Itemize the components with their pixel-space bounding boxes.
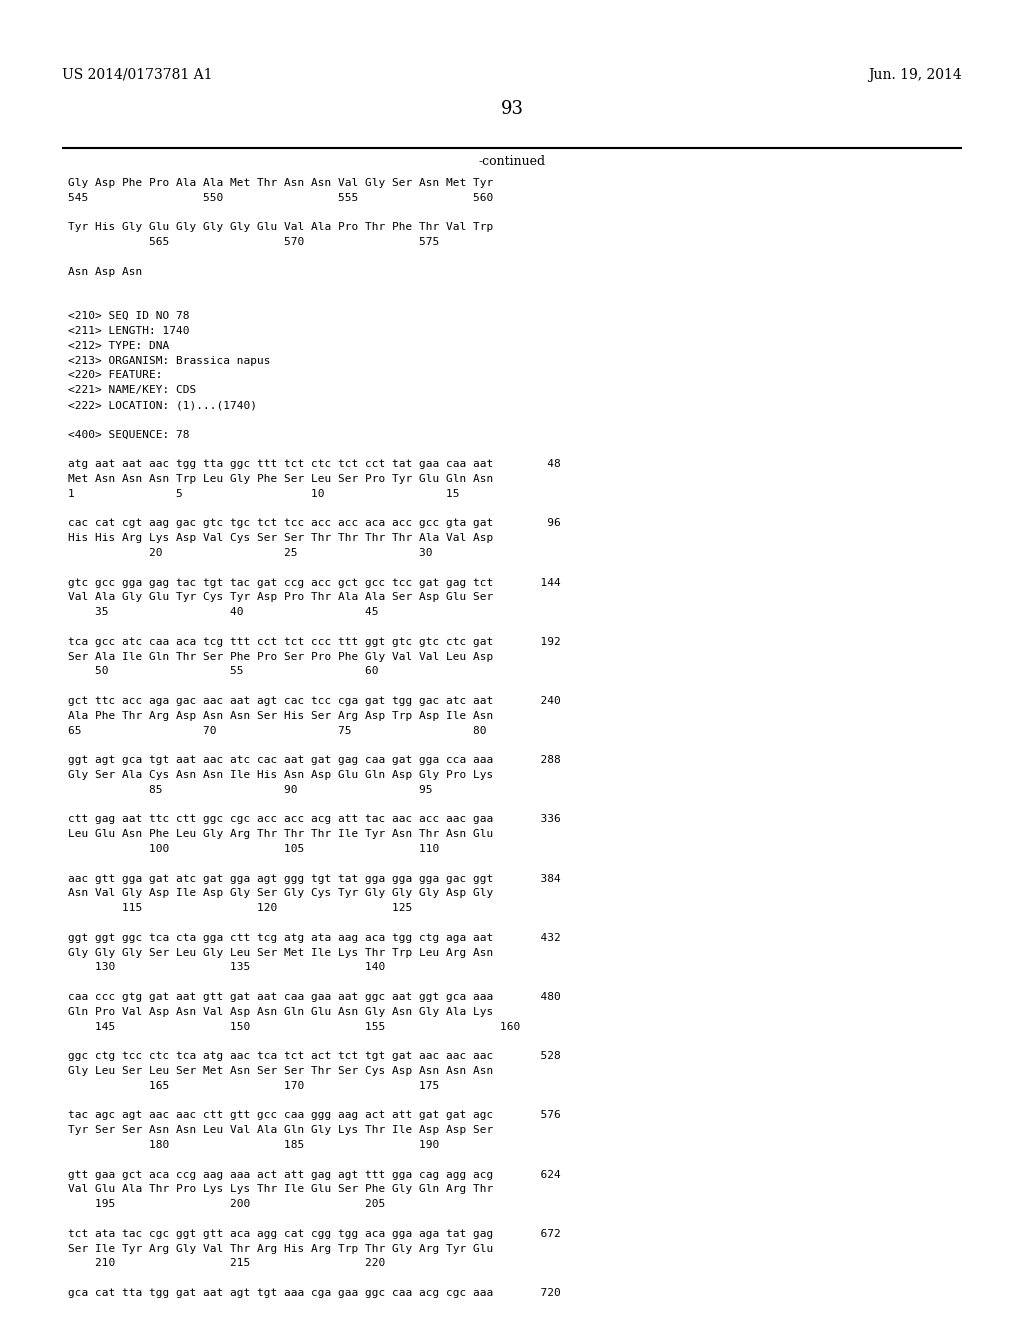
Text: -continued: -continued (478, 154, 546, 168)
Text: Leu Glu Asn Phe Leu Gly Arg Thr Thr Thr Ile Tyr Asn Thr Asn Glu: Leu Glu Asn Phe Leu Gly Arg Thr Thr Thr … (68, 829, 494, 840)
Text: 195                 200                 205: 195 200 205 (68, 1199, 385, 1209)
Text: 130                 135                 140: 130 135 140 (68, 962, 385, 973)
Text: Val Ala Gly Glu Tyr Cys Tyr Asp Pro Thr Ala Ala Ser Asp Glu Ser: Val Ala Gly Glu Tyr Cys Tyr Asp Pro Thr … (68, 593, 494, 602)
Text: tct ata tac cgc ggt gtt aca agg cat cgg tgg aca gga aga tat gag       672: tct ata tac cgc ggt gtt aca agg cat cgg … (68, 1229, 561, 1238)
Text: cac cat cgt aag gac gtc tgc tct tcc acc acc aca acc gcc gta gat        96: cac cat cgt aag gac gtc tgc tct tcc acc … (68, 519, 561, 528)
Text: 545                 550                 555                 560: 545 550 555 560 (68, 193, 494, 203)
Text: 20                  25                  30: 20 25 30 (68, 548, 432, 558)
Text: Ser Ile Tyr Arg Gly Val Thr Arg His Arg Trp Thr Gly Arg Tyr Glu: Ser Ile Tyr Arg Gly Val Thr Arg His Arg … (68, 1243, 494, 1254)
Text: gca cat tta tgg gat aat agt tgt aaa cga gaa ggc caa acg cgc aaa       720: gca cat tta tgg gat aat agt tgt aaa cga … (68, 1288, 561, 1298)
Text: ggt ggt ggc tca cta gga ctt tcg atg ata aag aca tgg ctg aga aat       432: ggt ggt ggc tca cta gga ctt tcg atg ata … (68, 933, 561, 942)
Text: Ser Ala Ile Gln Thr Ser Phe Pro Ser Pro Phe Gly Val Val Leu Asp: Ser Ala Ile Gln Thr Ser Phe Pro Ser Pro … (68, 652, 494, 661)
Text: gtt gaa gct aca ccg aag aaa act att gag agt ttt gga cag agg acg       624: gtt gaa gct aca ccg aag aaa act att gag … (68, 1170, 561, 1180)
Text: gtc gcc gga gag tac tgt tac gat ccg acc gct gcc tcc gat gag tct       144: gtc gcc gga gag tac tgt tac gat ccg acc … (68, 578, 561, 587)
Text: <222> LOCATION: (1)...(1740): <222> LOCATION: (1)...(1740) (68, 400, 257, 411)
Text: <213> ORGANISM: Brassica napus: <213> ORGANISM: Brassica napus (68, 355, 270, 366)
Text: Val Glu Ala Thr Pro Lys Lys Thr Ile Glu Ser Phe Gly Gln Arg Thr: Val Glu Ala Thr Pro Lys Lys Thr Ile Glu … (68, 1184, 494, 1195)
Text: Met Asn Asn Asn Trp Leu Gly Phe Ser Leu Ser Pro Tyr Glu Gln Asn: Met Asn Asn Asn Trp Leu Gly Phe Ser Leu … (68, 474, 494, 484)
Text: <212> TYPE: DNA: <212> TYPE: DNA (68, 341, 169, 351)
Text: Gly Ser Ala Cys Asn Asn Ile His Asn Asp Glu Gln Asp Gly Pro Lys: Gly Ser Ala Cys Asn Asn Ile His Asn Asp … (68, 770, 494, 780)
Text: Gly Gly Gly Ser Leu Gly Leu Ser Met Ile Lys Thr Trp Leu Arg Asn: Gly Gly Gly Ser Leu Gly Leu Ser Met Ile … (68, 948, 494, 957)
Text: 165                 170                 175: 165 170 175 (68, 1081, 439, 1090)
Text: Jun. 19, 2014: Jun. 19, 2014 (868, 69, 962, 82)
Text: Tyr Ser Ser Asn Asn Leu Val Ala Gln Gly Lys Thr Ile Asp Asp Ser: Tyr Ser Ser Asn Asn Leu Val Ala Gln Gly … (68, 1125, 494, 1135)
Text: 180                 185                 190: 180 185 190 (68, 1140, 439, 1150)
Text: tac agc agt aac aac ctt gtt gcc caa ggg aag act att gat gat agc       576: tac agc agt aac aac ctt gtt gcc caa ggg … (68, 1110, 561, 1121)
Text: tca gcc atc caa aca tcg ttt cct tct ccc ttt ggt gtc gtc ctc gat       192: tca gcc atc caa aca tcg ttt cct tct ccc … (68, 636, 561, 647)
Text: ctt gag aat ttc ctt ggc cgc acc acc acg att tac aac acc aac gaa       336: ctt gag aat ttc ctt ggc cgc acc acc acg … (68, 814, 561, 825)
Text: 565                 570                 575: 565 570 575 (68, 238, 439, 247)
Text: His His Arg Lys Asp Val Cys Ser Ser Thr Thr Thr Thr Ala Val Asp: His His Arg Lys Asp Val Cys Ser Ser Thr … (68, 533, 494, 544)
Text: 85                  90                  95: 85 90 95 (68, 785, 432, 795)
Text: 100                 105                 110: 100 105 110 (68, 843, 439, 854)
Text: Gly Leu Ser Leu Ser Met Asn Ser Ser Thr Ser Cys Asp Asn Asn Asn: Gly Leu Ser Leu Ser Met Asn Ser Ser Thr … (68, 1067, 494, 1076)
Text: Ala Phe Thr Arg Asp Asn Asn Ser His Ser Arg Asp Trp Asp Ile Asn: Ala Phe Thr Arg Asp Asn Asn Ser His Ser … (68, 710, 494, 721)
Text: <221> NAME/KEY: CDS: <221> NAME/KEY: CDS (68, 385, 197, 395)
Text: 93: 93 (501, 100, 523, 117)
Text: <210> SEQ ID NO 78: <210> SEQ ID NO 78 (68, 312, 189, 321)
Text: gct ttc acc aga gac aac aat agt cac tcc cga gat tgg gac atc aat       240: gct ttc acc aga gac aac aat agt cac tcc … (68, 696, 561, 706)
Text: Asn Val Gly Asp Ile Asp Gly Ser Gly Cys Tyr Gly Gly Gly Asp Gly: Asn Val Gly Asp Ile Asp Gly Ser Gly Cys … (68, 888, 494, 899)
Text: 1               5                   10                  15: 1 5 10 15 (68, 488, 460, 499)
Text: 50                  55                  60: 50 55 60 (68, 667, 379, 676)
Text: ggc ctg tcc ctc tca atg aac tca tct act tct tgt gat aac aac aac       528: ggc ctg tcc ctc tca atg aac tca tct act … (68, 1051, 561, 1061)
Text: <211> LENGTH: 1740: <211> LENGTH: 1740 (68, 326, 189, 337)
Text: US 2014/0173781 A1: US 2014/0173781 A1 (62, 69, 213, 82)
Text: Tyr His Gly Glu Gly Gly Gly Glu Val Ala Pro Thr Phe Thr Val Trp: Tyr His Gly Glu Gly Gly Gly Glu Val Ala … (68, 222, 494, 232)
Text: caa ccc gtg gat aat gtt gat aat caa gaa aat ggc aat ggt gca aaa       480: caa ccc gtg gat aat gtt gat aat caa gaa … (68, 993, 561, 1002)
Text: aac gtt gga gat atc gat gga agt ggg tgt tat gga gga gga gac ggt       384: aac gtt gga gat atc gat gga agt ggg tgt … (68, 874, 561, 883)
Text: ggt agt gca tgt aat aac atc cac aat gat gag caa gat gga cca aaa       288: ggt agt gca tgt aat aac atc cac aat gat … (68, 755, 561, 766)
Text: Asn Asp Asn: Asn Asp Asn (68, 267, 142, 277)
Text: Gly Asp Phe Pro Ala Ala Met Thr Asn Asn Val Gly Ser Asn Met Tyr: Gly Asp Phe Pro Ala Ala Met Thr Asn Asn … (68, 178, 494, 187)
Text: atg aat aat aac tgg tta ggc ttt tct ctc tct cct tat gaa caa aat        48: atg aat aat aac tgg tta ggc ttt tct ctc … (68, 459, 561, 469)
Text: <220> FEATURE:: <220> FEATURE: (68, 371, 163, 380)
Text: 65                  70                  75                  80: 65 70 75 80 (68, 726, 486, 735)
Text: 115                 120                 125: 115 120 125 (68, 903, 413, 913)
Text: 145                 150                 155                 160: 145 150 155 160 (68, 1022, 520, 1032)
Text: 210                 215                 220: 210 215 220 (68, 1258, 385, 1269)
Text: Gln Pro Val Asp Asn Val Asp Asn Gln Glu Asn Gly Asn Gly Ala Lys: Gln Pro Val Asp Asn Val Asp Asn Gln Glu … (68, 1007, 494, 1016)
Text: 35                  40                  45: 35 40 45 (68, 607, 379, 618)
Text: <400> SEQUENCE: 78: <400> SEQUENCE: 78 (68, 429, 189, 440)
